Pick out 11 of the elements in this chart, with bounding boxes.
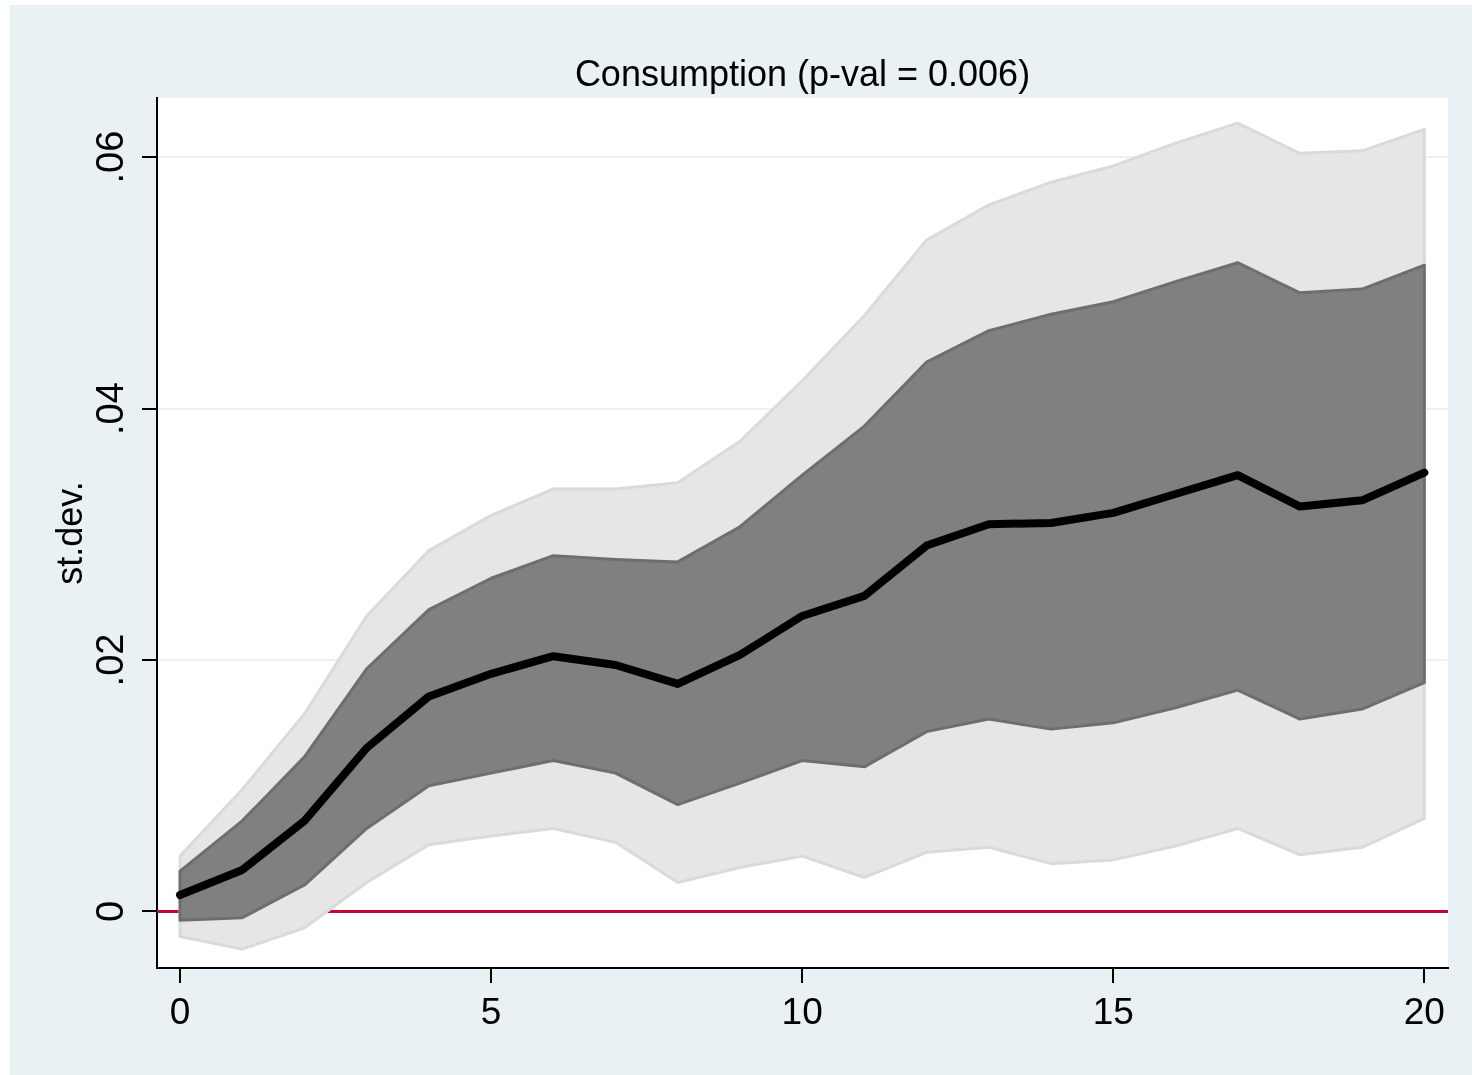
y-tick-label: .06 xyxy=(89,130,132,184)
y-tick-label: .02 xyxy=(89,633,132,687)
x-tick-label: 10 xyxy=(781,991,823,1033)
y-axis-title: st.dev. xyxy=(48,481,90,585)
x-tick-label: 5 xyxy=(480,991,502,1033)
x-tick-label: 15 xyxy=(1092,991,1134,1033)
y-tick-label: 0 xyxy=(89,900,132,922)
y-tick-label: .04 xyxy=(89,382,132,435)
chart-title: Consumption (p-val = 0.006) xyxy=(574,53,1031,94)
x-tick-label: 20 xyxy=(1403,991,1445,1033)
x-tick-label: 0 xyxy=(169,991,191,1033)
